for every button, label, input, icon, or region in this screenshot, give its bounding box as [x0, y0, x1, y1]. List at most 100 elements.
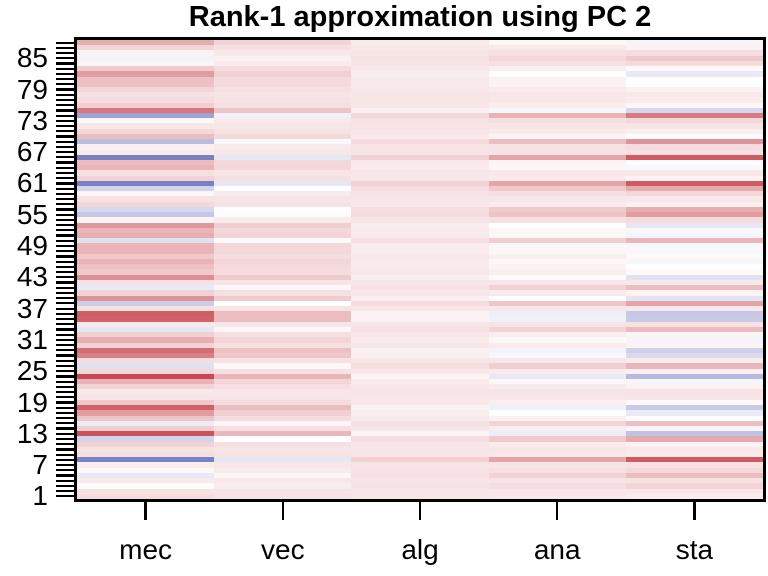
heatmap-cell	[77, 478, 215, 484]
heatmap-cell	[351, 425, 489, 432]
y-axis-tick-label: 13	[16, 417, 48, 449]
y-axis-minor-tick	[56, 437, 74, 441]
y-axis-minor-tick	[56, 401, 74, 404]
heatmap-cell	[351, 227, 489, 233]
y-axis-minor-tick	[56, 411, 74, 415]
heatmap-cell	[77, 358, 215, 364]
heatmap-cell	[77, 300, 215, 306]
heatmap-cell	[488, 326, 626, 333]
y-axis-minor-tick	[56, 197, 74, 201]
heatmap-cell	[488, 332, 626, 338]
y-axis-minor-tick	[56, 93, 74, 96]
heatmap-cell	[488, 483, 626, 489]
heatmap-cell	[214, 217, 352, 223]
heatmap-cell	[77, 405, 215, 411]
heatmap-cell	[351, 55, 489, 61]
heatmap-cell	[77, 154, 215, 160]
y-axis-tick-label: 85	[16, 42, 48, 74]
y-axis-tick-label: 55	[16, 198, 48, 230]
heatmap-cell	[214, 128, 352, 134]
y-axis-ticks	[56, 40, 74, 499]
heatmap-cell	[488, 128, 626, 134]
heatmap-cell	[488, 66, 626, 72]
y-axis-minor-tick	[56, 344, 74, 347]
heatmap-cell	[214, 431, 352, 437]
heatmap-cell	[77, 217, 215, 223]
y-axis-tick-label: 1	[32, 480, 48, 512]
y-axis-minor-tick	[56, 317, 74, 321]
heatmap-cell	[625, 180, 763, 187]
heatmap-cell	[625, 300, 763, 306]
chart-title: Rank-1 approximation using PC 2	[188, 1, 652, 33]
heatmap-cell	[625, 50, 763, 56]
y-axis-minor-tick	[56, 166, 74, 169]
heatmap-cell	[488, 227, 626, 233]
y-axis-tick-label: 79	[16, 73, 48, 105]
heatmap-cell	[625, 86, 763, 93]
heatmap-cell	[488, 144, 626, 150]
heatmap-cell	[77, 290, 215, 296]
heatmap-cell	[214, 92, 352, 98]
heatmap-cell	[351, 139, 489, 145]
heatmap-cell	[351, 97, 489, 103]
x-axis-tick	[418, 502, 422, 520]
heatmap-cell	[625, 55, 763, 61]
heatmap-cell	[625, 290, 763, 296]
heatmap-cell	[214, 415, 352, 421]
heatmap-cell	[214, 212, 352, 218]
y-axis-minor-tick	[56, 349, 74, 352]
y-axis-minor-tick	[56, 260, 74, 263]
heatmap-cell	[351, 238, 489, 244]
y-axis-minor-tick	[56, 370, 74, 373]
heatmap-cell	[488, 55, 626, 61]
heatmap-cell	[214, 196, 352, 202]
heatmap-cell	[351, 217, 489, 223]
heatmap-cell	[488, 347, 626, 353]
heatmap-cell	[77, 139, 215, 145]
heatmap-cell	[488, 107, 626, 114]
heatmap-cell	[488, 191, 626, 197]
heatmap-cell	[214, 264, 352, 270]
heatmap-cell	[488, 139, 626, 145]
heatmap-cell	[214, 311, 352, 317]
heatmap-cell	[488, 165, 626, 171]
y-axis-minor-tick	[56, 156, 74, 159]
heatmap-cell	[625, 410, 763, 416]
heatmap-cell	[488, 441, 626, 447]
heatmap-cell	[625, 139, 763, 145]
heatmap-cell	[625, 81, 763, 87]
heatmap-cell	[625, 76, 763, 82]
heatmap-cell	[214, 368, 352, 374]
heatmap-cell	[625, 71, 763, 77]
y-axis-minor-tick	[56, 109, 74, 112]
heatmap-cell	[351, 180, 489, 187]
y-axis-minor-tick	[56, 307, 74, 310]
heatmap-cell	[625, 399, 763, 406]
heatmap-cell	[625, 222, 763, 228]
heatmap-cell	[351, 118, 489, 124]
heatmap-cell	[351, 389, 489, 395]
heatmap-cell	[77, 425, 215, 432]
heatmap-cell	[214, 191, 352, 197]
heatmap-cell	[351, 123, 489, 129]
heatmap-cell	[625, 66, 763, 72]
y-axis-minor-tick	[56, 432, 74, 435]
y-axis-minor-tick	[56, 187, 74, 190]
heatmap-cell	[77, 243, 215, 249]
heatmap-cell	[488, 238, 626, 244]
heatmap-cell	[77, 311, 215, 317]
heatmap-cell	[214, 133, 352, 140]
y-axis-minor-tick	[56, 151, 74, 154]
heatmap-cell	[488, 149, 626, 155]
heatmap-cell	[351, 483, 489, 489]
heatmap-cell	[351, 107, 489, 114]
heatmap-cell	[77, 92, 215, 98]
heatmap-cell	[77, 436, 215, 442]
y-axis-minor-tick	[56, 98, 74, 102]
heatmap-cell	[214, 201, 352, 207]
heatmap-cell	[625, 123, 763, 129]
heatmap-cell	[77, 113, 215, 119]
heatmap-cell	[625, 332, 763, 338]
heatmap-cell	[214, 285, 352, 291]
heatmap-cell	[77, 107, 215, 114]
